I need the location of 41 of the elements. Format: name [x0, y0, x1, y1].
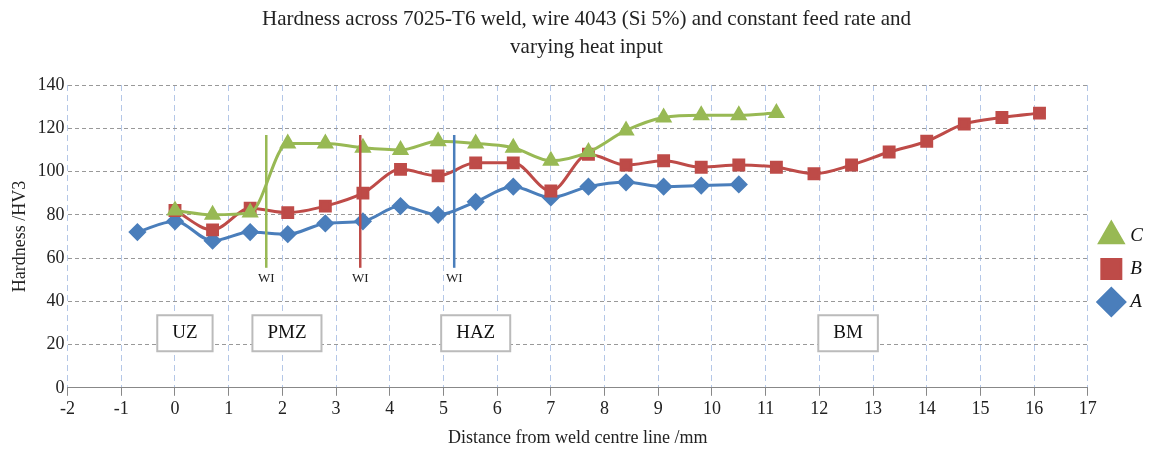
- legend-label: B: [1130, 257, 1143, 278]
- x-tick-label: 8: [600, 398, 610, 419]
- ref-line-label: WI: [257, 269, 275, 285]
- x-tick-label: 6: [492, 398, 502, 419]
- y-tick-label: 140: [37, 73, 65, 94]
- x-tick-label: 14: [917, 398, 936, 419]
- annotation: HAZ: [456, 321, 496, 343]
- x-tick-label: 9: [653, 398, 663, 419]
- y-tick-label: 80: [46, 203, 65, 224]
- x-axis-title: Distance from weld centre line /mm: [448, 426, 708, 447]
- ref-line-label: WI: [445, 269, 463, 285]
- legend-label: A: [1128, 290, 1143, 311]
- legend-label: C: [1130, 224, 1144, 245]
- x-tick-label: -2: [60, 398, 76, 419]
- y-tick-label: 40: [46, 290, 65, 311]
- y-tick-label: 60: [46, 246, 65, 267]
- ref-line-label: WI: [351, 269, 369, 285]
- x-tick-label: 10: [702, 398, 721, 419]
- y-axis-title: Hardness /HV3: [8, 180, 29, 293]
- x-tick-label: 2: [277, 398, 287, 419]
- y-tick-label: 120: [37, 116, 65, 137]
- x-tick-label: 15: [971, 398, 990, 419]
- y-tick-label: 20: [46, 333, 65, 354]
- x-tick-label: 12: [810, 398, 829, 419]
- annotation: PMZ: [267, 321, 307, 343]
- y-tick-label: 100: [37, 160, 65, 181]
- x-tick-label: 7: [546, 398, 556, 419]
- chart-title: Hardness across 7025-T6 weld, wire 4043 (Si 5%) and constant feed rate and varying heat input: [260, 5, 913, 60]
- annotation: UZ: [172, 321, 198, 343]
- x-tick-label: -1: [113, 398, 129, 419]
- x-tick-label: 13: [864, 398, 883, 419]
- x-tick-label: 0: [170, 398, 180, 419]
- x-tick-label: 16: [1025, 398, 1044, 419]
- x-tick-label: 5: [438, 398, 448, 419]
- x-tick-label: 1: [224, 398, 234, 419]
- annotation: BM: [833, 321, 863, 343]
- x-tick-label: 11: [756, 398, 775, 419]
- x-tick-label: 17: [1078, 398, 1097, 419]
- x-tick-label: 4: [385, 398, 395, 419]
- y-tick-label: 0: [55, 376, 65, 397]
- x-tick-label: 3: [331, 398, 341, 419]
